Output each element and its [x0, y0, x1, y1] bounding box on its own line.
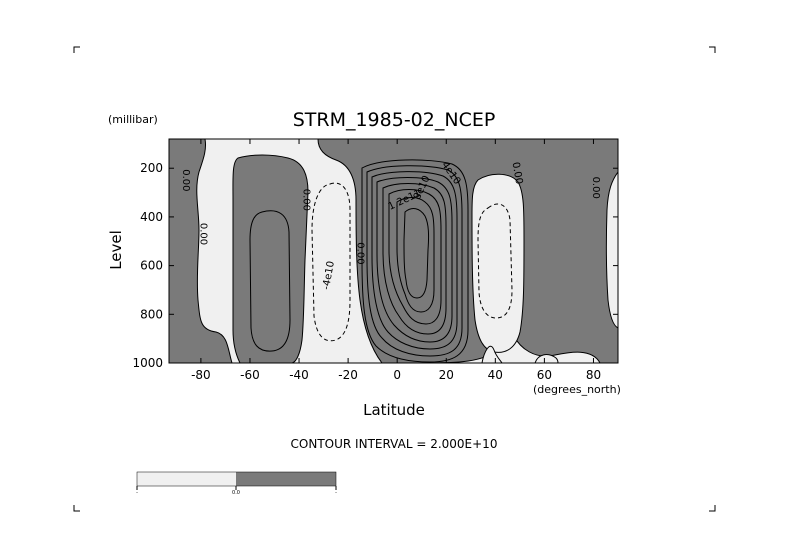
colorbar-label-left: - [136, 490, 138, 496]
negative-fill-bottom-bump [534, 354, 559, 363]
x-tick-label: -20 [338, 368, 358, 382]
contour-label: 0.00 [590, 177, 601, 199]
corner-mark-top-left [73, 46, 80, 53]
y-axis-ticks: 200 400 600 800 1000 [132, 161, 618, 370]
contour-label: 0.00 [510, 161, 525, 185]
x-tick-label: -60 [240, 368, 260, 382]
chart-title: STRM_1985-02_NCEP [293, 109, 496, 131]
contour-label: 0.00 [197, 223, 208, 245]
contour-south-positive [249, 210, 291, 352]
x-tick-label: 20 [439, 368, 454, 382]
contour-hadley-7 [396, 197, 435, 313]
positive-fill-south-cell [232, 154, 309, 363]
corner-marks [73, 46, 716, 512]
x-axis-ticks: -80 -60 -40 -20 0 20 40 60 80 [191, 139, 601, 382]
corner-mark-top-right [709, 46, 716, 53]
contour-hadley-5 [382, 183, 447, 335]
y-tick-label: 400 [140, 210, 163, 224]
contour-hadley-1 [361, 159, 469, 363]
corner-mark-bottom-left [73, 505, 80, 512]
x-axis-label: Latitude [363, 401, 425, 419]
x-tick-label: 60 [537, 368, 552, 382]
contour-north-negative-inner [477, 203, 513, 319]
x-units-label: (degrees_north) [533, 383, 621, 396]
y-tick-label: 800 [140, 307, 163, 321]
y-tick-label: 600 [140, 259, 163, 273]
positive-fill-left-edge [169, 139, 233, 363]
plot-frame [168, 138, 619, 364]
contour-label: 0.00 [180, 169, 191, 191]
y-axis-label: Level [107, 230, 125, 270]
contour-label: 0.00 [300, 189, 311, 211]
colorbar-negative-swatch [137, 472, 236, 486]
contour-hadley-4 [376, 177, 453, 343]
contour-label: 0.00 [354, 242, 365, 264]
x-tick-label: 80 [586, 368, 601, 382]
x-tick-label: -40 [289, 368, 309, 382]
contour-hadley-6 [388, 189, 442, 325]
negative-fill-bottom-bump-2 [481, 345, 503, 363]
contour-hadley-8 [403, 208, 430, 299]
colorbar-positive-swatch [236, 472, 336, 486]
negative-fill-north-cell [471, 173, 525, 353]
y-tick-label: 200 [140, 161, 163, 175]
colorbar-label-right: - [335, 490, 337, 496]
contour-hadley-2 [366, 165, 463, 357]
x-tick-label: 40 [488, 368, 503, 382]
plot-area [169, 139, 618, 363]
contour-south-negative-outer [311, 182, 351, 342]
contour-label: -4e10 [321, 260, 337, 290]
contours-hadley-cell [361, 159, 469, 363]
x-tick-label: 0 [393, 368, 401, 382]
corner-mark-bottom-right [709, 505, 716, 512]
x-tick-label: -80 [191, 368, 211, 382]
y-tick-label: 1000 [132, 356, 163, 370]
y-units-label: (millibar) [108, 113, 158, 126]
colorbar-label-mid: 0.0 [232, 490, 240, 496]
contour-interval-label: CONTOUR INTERVAL = 2.000E+10 [291, 437, 498, 451]
colorbar: - 0.0 - [136, 471, 337, 496]
contour-hadley-3 [371, 171, 458, 350]
